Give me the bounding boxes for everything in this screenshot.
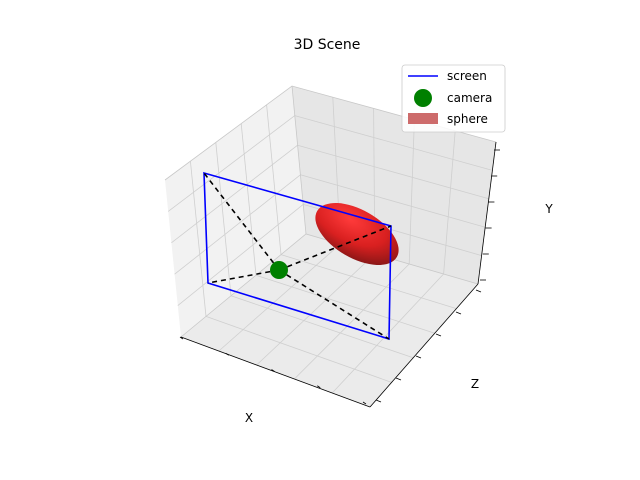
ray-to-top-left xyxy=(203,172,280,271)
tick-mark xyxy=(225,352,229,356)
ray-lines xyxy=(203,172,392,340)
grid-line xyxy=(266,104,282,255)
ray-to-bottom-right xyxy=(278,269,390,340)
x-axis xyxy=(179,336,371,408)
y-axis xyxy=(477,141,500,285)
z-axis xyxy=(369,283,482,408)
tick-mark xyxy=(435,333,442,337)
grid-line xyxy=(240,123,257,276)
legend-sphere-swatch xyxy=(408,113,438,124)
tick-mark xyxy=(395,377,402,381)
tick-mark xyxy=(317,385,321,389)
grid-line xyxy=(443,130,456,275)
grid-line xyxy=(205,316,392,383)
grid-line xyxy=(256,253,376,366)
y-axis-label: Y xyxy=(544,202,553,216)
grid-line xyxy=(300,174,486,228)
legend-camera-label: camera xyxy=(447,91,492,105)
tick-mark xyxy=(475,289,482,293)
grid-line xyxy=(190,161,207,317)
grid-line xyxy=(215,142,232,296)
tick-mark xyxy=(362,401,367,405)
camera-marker xyxy=(270,261,288,279)
tick-mark xyxy=(179,336,184,340)
grid-line xyxy=(331,273,444,394)
grid-line xyxy=(230,295,414,359)
grid-line xyxy=(297,144,489,200)
tick-mark xyxy=(415,355,422,359)
legend-sphere-label: sphere xyxy=(447,112,488,126)
tick-mark xyxy=(375,399,382,403)
tick-mark xyxy=(271,369,275,372)
tick-mark xyxy=(455,311,462,315)
x-axis-label: X xyxy=(245,411,253,425)
grid-line xyxy=(171,144,298,244)
ray-to-top-right xyxy=(278,225,392,271)
grid-line xyxy=(174,174,301,275)
grid-line xyxy=(408,119,415,265)
legend-screen-label: screen xyxy=(447,69,487,83)
ray-to-bottom-left xyxy=(207,269,280,284)
grid-lines xyxy=(167,97,493,394)
grid-line xyxy=(255,274,435,334)
sphere-surface xyxy=(315,203,399,265)
chart-title: 3D Scene xyxy=(294,37,361,53)
legend-camera-swatch xyxy=(414,89,432,107)
grid-line xyxy=(218,243,341,352)
z-axis-label: Z xyxy=(471,377,479,391)
axis-panes xyxy=(165,86,496,407)
grid-line xyxy=(280,254,457,309)
legend: screen camera sphere xyxy=(401,64,506,133)
grid-line xyxy=(177,204,304,306)
grid-line xyxy=(167,115,296,212)
grid-line xyxy=(294,115,493,171)
